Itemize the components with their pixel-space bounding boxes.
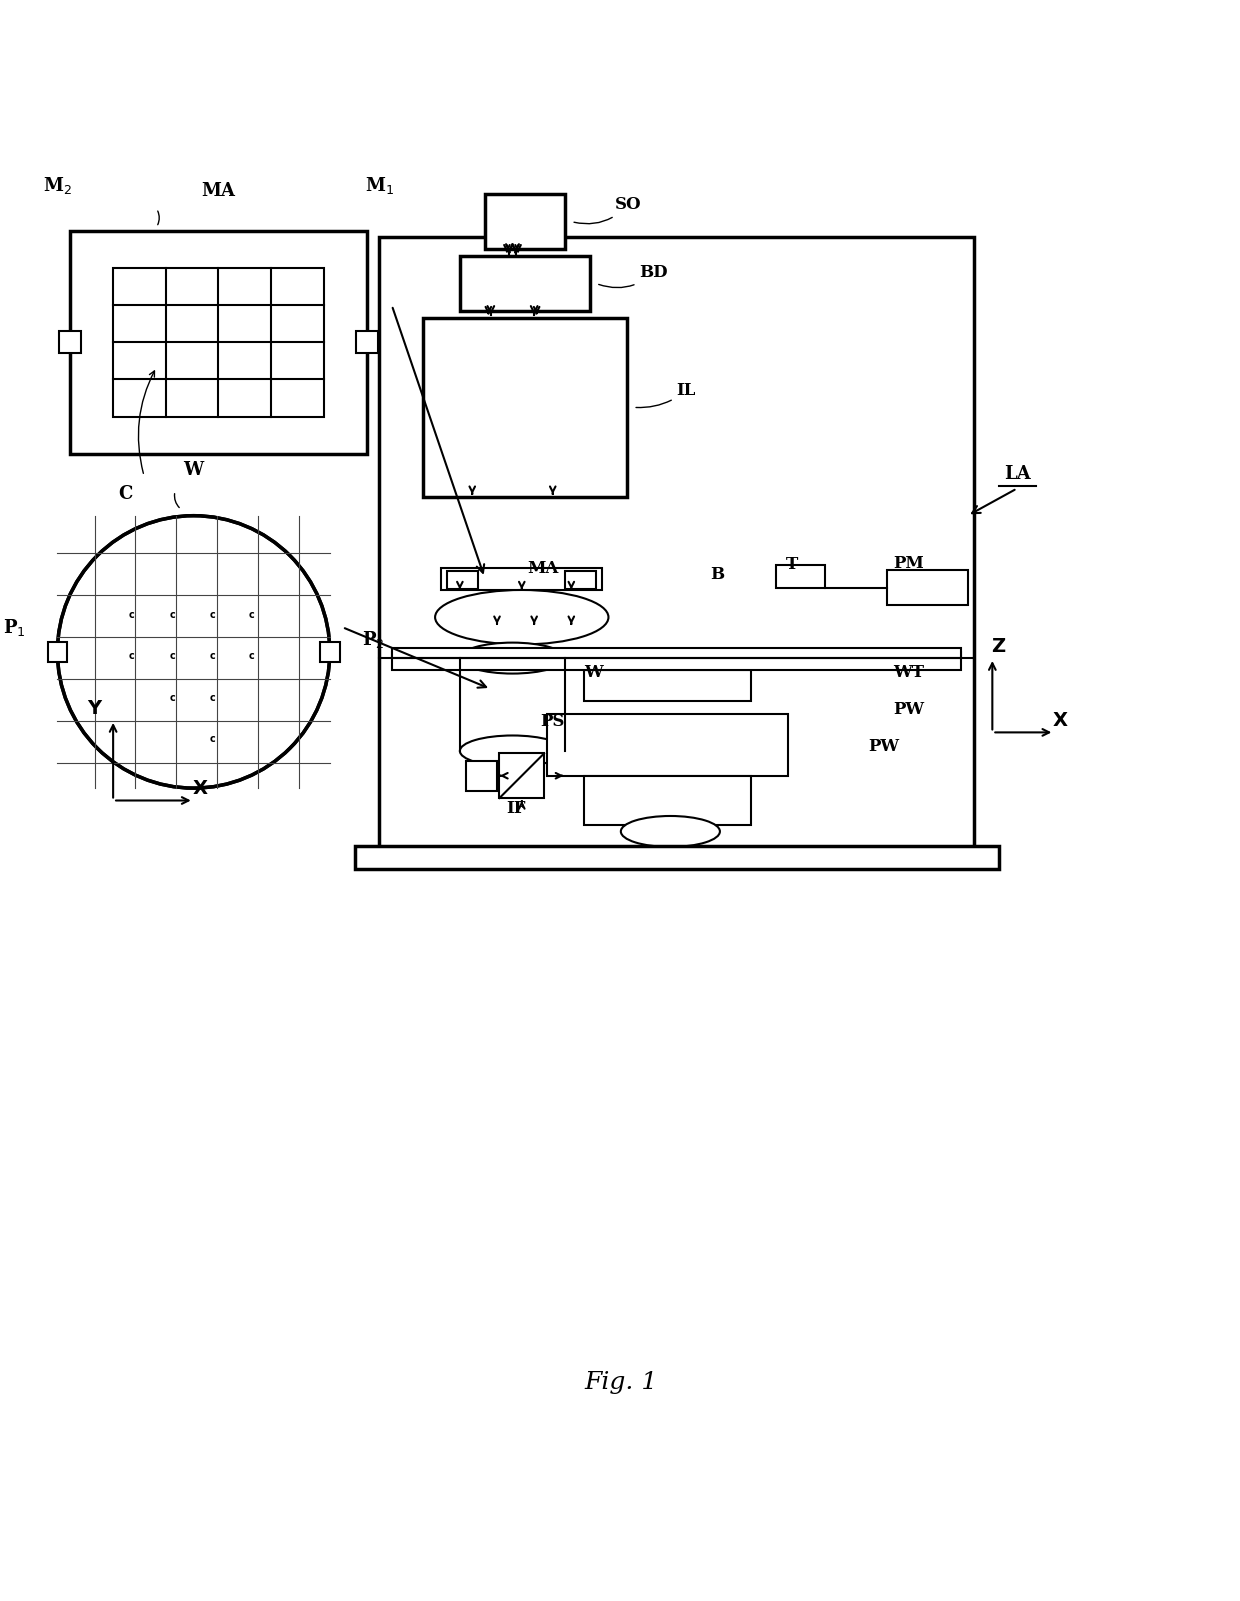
Text: c: c (210, 650, 215, 661)
Bar (776, 565, 825, 588)
Text: T: T (786, 556, 797, 573)
Text: M$_1$: M$_1$ (365, 175, 394, 197)
Ellipse shape (621, 817, 720, 847)
Text: B: B (711, 565, 724, 583)
Bar (356, 331, 378, 354)
Text: c: c (249, 610, 254, 620)
Text: PM: PM (893, 554, 924, 572)
Text: C: C (118, 485, 133, 503)
Text: c: c (210, 733, 215, 743)
Text: c: c (170, 693, 175, 703)
Bar (485, 194, 565, 250)
Text: MA: MA (201, 183, 236, 200)
Text: c: c (249, 650, 254, 661)
Text: c: c (170, 610, 175, 620)
Bar (448, 572, 479, 589)
Text: BD: BD (599, 264, 668, 288)
Bar (441, 568, 603, 591)
Text: PW: PW (893, 701, 924, 717)
Text: IL: IL (636, 383, 696, 408)
Ellipse shape (460, 642, 565, 674)
Text: P$_2$: P$_2$ (362, 629, 384, 650)
Text: WT: WT (893, 664, 924, 680)
Bar (47, 642, 67, 661)
Text: M$_2$: M$_2$ (43, 175, 72, 197)
Bar (460, 256, 590, 311)
Text: PS: PS (541, 712, 564, 730)
Text: Fig. 1: Fig. 1 (584, 1370, 657, 1394)
Bar (58, 331, 81, 354)
Bar (392, 648, 961, 658)
Bar (547, 714, 787, 776)
Bar (392, 652, 961, 671)
Text: X: X (1053, 711, 1068, 730)
Text: Y: Y (88, 698, 102, 717)
Bar (584, 671, 751, 701)
Bar (887, 570, 967, 605)
Ellipse shape (435, 591, 609, 645)
Text: PW: PW (868, 738, 900, 756)
Bar (69, 231, 367, 453)
Text: IF: IF (506, 800, 526, 817)
Text: W: W (584, 664, 603, 680)
Bar (500, 754, 544, 797)
Text: W: W (184, 461, 203, 479)
Bar (113, 267, 324, 416)
Text: P$_1$: P$_1$ (2, 616, 25, 637)
Text: c: c (210, 610, 215, 620)
Text: X: X (192, 780, 207, 799)
Text: MA: MA (527, 560, 559, 576)
Circle shape (57, 516, 330, 788)
Text: c: c (129, 650, 135, 661)
Bar (379, 237, 973, 857)
Text: c: c (129, 610, 135, 620)
Bar (320, 642, 340, 661)
Bar (565, 572, 596, 589)
Bar (466, 760, 497, 791)
Text: c: c (210, 693, 215, 703)
Text: Z: Z (992, 637, 1006, 656)
Text: SO: SO (574, 197, 641, 224)
Bar (423, 317, 627, 498)
Text: c: c (170, 650, 175, 661)
Ellipse shape (460, 735, 565, 767)
Bar (355, 847, 998, 869)
Text: LA: LA (1003, 464, 1030, 482)
Bar (584, 776, 751, 825)
